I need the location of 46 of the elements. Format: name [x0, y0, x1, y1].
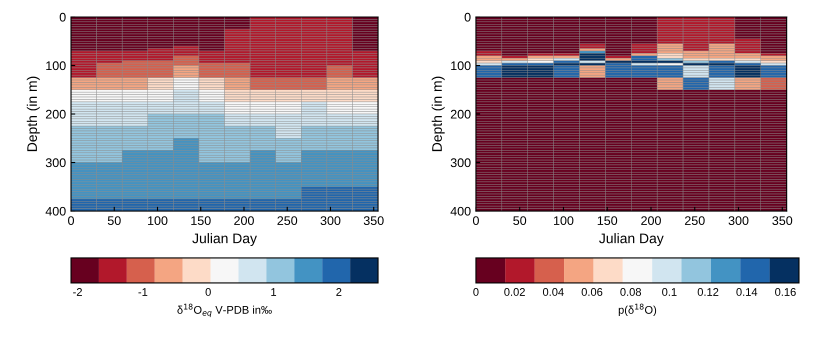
color-bar-title: p(δ$^{18}$O) [618, 304, 656, 316]
color-bar-label: 0.08 [620, 288, 642, 296]
x-axis-title: Julian Day [192, 233, 257, 246]
color-bar-label: 0.02 [504, 288, 525, 296]
color-bar-label: 0.14 [736, 288, 758, 296]
x-tick-label: 50 [513, 216, 526, 226]
color-bar-label: 0.04 [542, 288, 564, 296]
x-tick-label: 300 [320, 216, 340, 226]
x-tick-label: 350 [364, 216, 384, 226]
x-tick-label: 250 [684, 216, 705, 226]
x-tick-label: 50 [108, 216, 121, 226]
x-tick-label: 150 [598, 216, 618, 226]
x-tick-label: 200 [641, 216, 661, 226]
x-tick-label: 0 [68, 216, 74, 226]
y-tick-label: 0 [60, 12, 66, 22]
color-bar-label: 1 [271, 288, 276, 296]
x-tick-label: 100 [554, 216, 574, 226]
color-bar-label: 0 [473, 288, 479, 296]
color-bar-label: -1 [138, 288, 148, 296]
x-tick-label: 0 [472, 216, 479, 226]
y-tick-label: 100 [46, 61, 66, 70]
x-tick-label: 250 [277, 216, 298, 226]
color-bar-label: 0.16 [775, 288, 796, 296]
x-tick-label: 350 [772, 216, 792, 226]
color-bar-label: -2 [73, 288, 82, 296]
y-tick-label: 400 [46, 206, 66, 216]
x-tick-label: 100 [148, 216, 168, 226]
x-tick-label: 150 [191, 216, 211, 226]
color-bar-label: 0 [206, 288, 211, 296]
color-bar-label: 0.1 [662, 288, 677, 296]
color-bar-label: 0.12 [698, 288, 718, 296]
y-tick-label: 300 [450, 158, 471, 168]
y-tick-label: 200 [46, 110, 66, 119]
y-tick-label: 400 [450, 206, 471, 216]
y-axis-title: Depth (in m) [432, 76, 445, 152]
y-tick-label: 200 [450, 110, 471, 119]
color-bar-label: 2 [336, 288, 342, 296]
y-tick-label: 100 [451, 61, 471, 70]
x-axis-title: Julian Day [599, 233, 664, 246]
x-tick-label: 200 [234, 216, 254, 226]
color-bar-title: δ$^{18}$O$_{eq}$ V-PDB in‰ [177, 304, 272, 318]
y-tick-label: 0 [464, 12, 471, 22]
color-bar-label: 0.06 [582, 288, 602, 296]
y-tick-label: 300 [46, 158, 66, 168]
x-tick-label: 300 [728, 216, 748, 226]
y-axis-title: Depth (in m) [26, 76, 40, 152]
